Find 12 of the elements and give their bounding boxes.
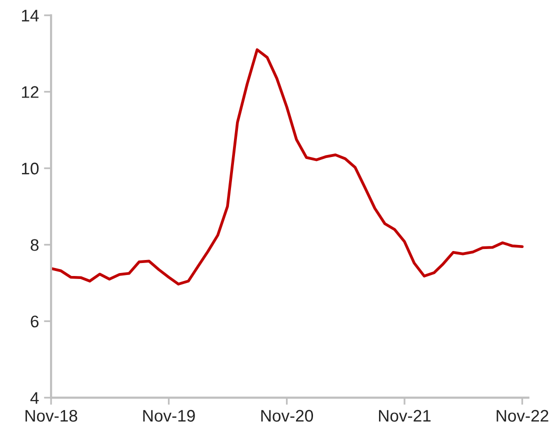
x-tick-label: Nov-21 [379,410,431,422]
y-tick-label: 8 [30,239,39,251]
x-tick-label: Nov-22 [496,410,548,422]
x-tick-label: Nov-20 [261,410,314,422]
x-tick-label: Nov-19 [143,410,195,422]
y-tick-label: 10 [22,162,39,174]
x-tick-label: Nov-18 [26,410,78,422]
y-tick-label: 12 [22,86,38,98]
line-series [51,48,524,286]
y-tick-label: 14 [22,10,39,22]
y-tick-label: 4 [30,392,39,404]
y-tick-label: 6 [30,316,39,328]
